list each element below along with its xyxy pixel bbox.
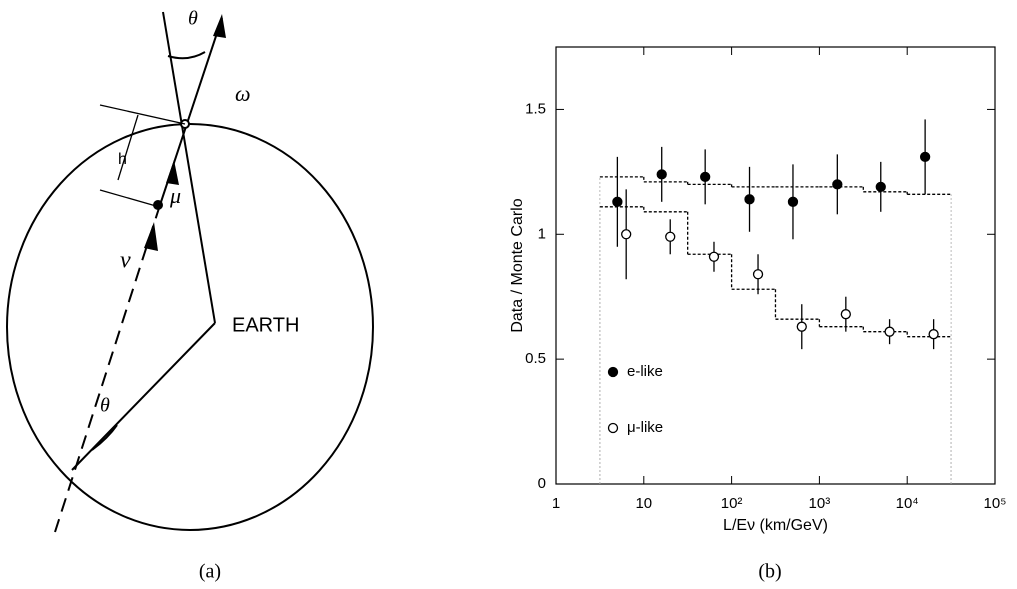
label: h [118,151,127,168]
vertex [153,200,163,210]
point [744,194,755,205]
point [612,196,623,207]
x-axis-label: L/Eν (km/GeV) [723,517,828,534]
x-tick-label: 10⁴ [896,495,919,512]
point [708,251,720,262]
h-arrow [117,114,139,181]
label: θ [188,8,198,30]
point [796,321,807,332]
x-tick-label: 10⁵ [984,495,1007,512]
point [884,326,895,337]
y-tick-label: 0.5 [525,350,546,367]
x-tick-label: 1 [552,495,560,512]
h-marker [99,104,186,125]
diagram: θ ω h μ ν EARTH θ (a) [6,8,374,583]
y-tick-label: 1 [538,225,546,242]
point [700,171,711,183]
label: θ [100,395,110,417]
point [919,151,931,163]
neutrino-track [54,204,161,533]
legend-label: μ-like [627,419,663,436]
point [840,309,851,320]
caption: (a) [199,561,221,583]
x-tick-label: 10² [721,495,743,512]
point [752,269,764,280]
point [665,231,676,242]
label: EARTH [232,314,299,336]
point [875,181,886,192]
legend-marker [607,366,619,378]
label: ω [235,81,251,106]
label: ν [120,248,131,274]
radius-line [71,322,216,471]
caption: (b) [758,561,781,583]
legend-marker [607,422,619,434]
y-tick-label: 0 [538,475,546,492]
point [787,196,799,207]
plot-frame [555,46,996,485]
zenith-line [162,11,216,324]
point [832,179,843,190]
point [928,329,939,340]
point [656,169,667,180]
x-tick-label: 10³ [809,495,831,512]
arrow [144,222,158,251]
arrow [166,160,179,185]
x-tick-label: 10 [635,495,652,512]
h-marker [99,189,157,207]
angle-arc [167,51,206,60]
y-axis-label: Data / Monte Carlo [509,198,526,332]
legend-label: e-like [627,363,663,380]
y-tick-label: 1.5 [525,100,546,117]
point [621,229,632,240]
earth-circle [6,123,374,531]
label: μ [169,183,181,208]
arrow [213,14,226,38]
angle-arc [91,424,118,451]
